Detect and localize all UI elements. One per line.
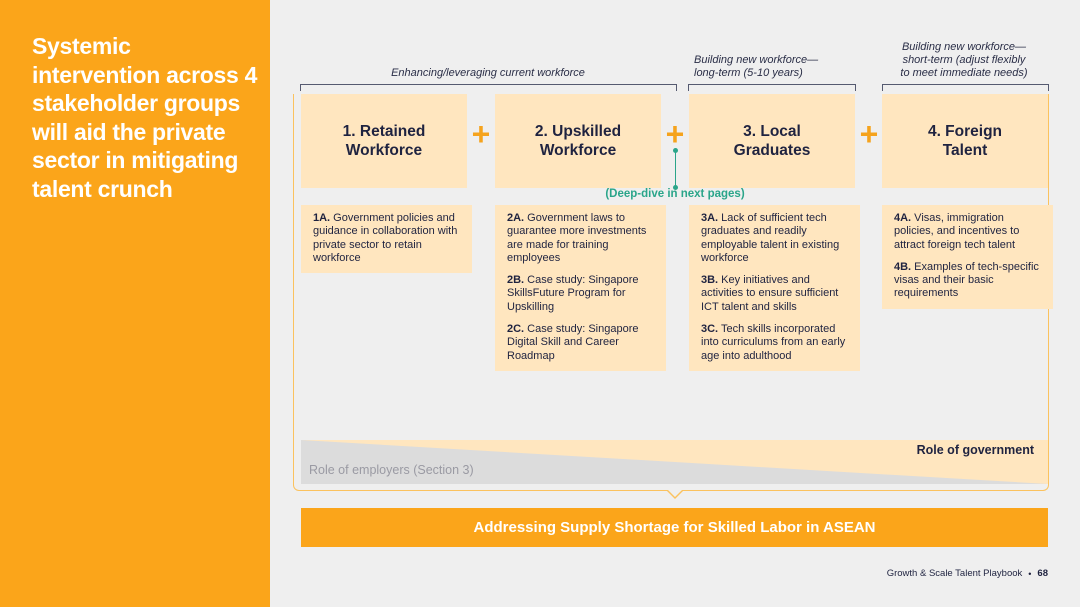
- role-employers-label: Role of employers (Section 3): [309, 463, 474, 477]
- detail-item: 2A. Government laws to guarantee more in…: [507, 212, 659, 265]
- detail-text: Government laws to guarantee more invest…: [507, 212, 647, 264]
- group-title-line2: Graduates: [733, 142, 811, 159]
- bottom-banner: Addressing Supply Shortage for Skilled L…: [301, 508, 1048, 547]
- page-number: 68: [1037, 568, 1048, 579]
- plus-icon: +: [665, 116, 685, 152]
- role-split-band: [301, 440, 1048, 484]
- group-title-line1: 2. Upskilled: [534, 123, 622, 140]
- detail-code: 4A.: [894, 212, 912, 224]
- group-retained-workforce: 1. Retained Workforce: [301, 94, 467, 188]
- bracket-label-short-term: Building new workforce— short-term (adju…: [880, 41, 1048, 80]
- detail-box-foreign: 4A. Visas, immigration policies, and inc…: [882, 205, 1053, 309]
- detail-item: 3C. Tech skills incorporated into curric…: [701, 323, 853, 363]
- role-employers-area: [301, 440, 1048, 484]
- footer: Growth & Scale Talent Playbook • 68: [887, 568, 1048, 579]
- detail-item: 3B. Key initiatives and activities to en…: [701, 274, 853, 314]
- detail-text: Key initiatives and activities to ensure…: [701, 274, 839, 313]
- deep-dive-note: (Deep-dive in next pages): [605, 188, 745, 200]
- detail-item: 3A. Lack of sufficient tech graduates an…: [701, 212, 853, 265]
- connector-dot-icon: [673, 185, 678, 190]
- bracket-long-term-line1: Building new workforce—: [694, 54, 819, 66]
- detail-item: 1A. Government policies and guidance in …: [313, 212, 465, 265]
- detail-code: 2C.: [507, 323, 525, 336]
- detail-item: 4A. Visas, immigration policies, and inc…: [894, 212, 1046, 252]
- group-title-line2: Workforce: [539, 142, 617, 159]
- group-title-line2: Talent: [942, 142, 988, 159]
- group-foreign-talent: 4. Foreign Talent: [882, 94, 1048, 188]
- plus-icon: +: [471, 116, 491, 152]
- connector-dot-icon: [673, 148, 678, 153]
- detail-box-retained: 1A. Government policies and guidance in …: [301, 205, 472, 274]
- plus-icon: +: [859, 116, 879, 152]
- footer-separator: •: [1028, 568, 1032, 579]
- detail-code: 3C.: [701, 323, 719, 336]
- page-title: Systemic intervention across 4 stakehold…: [32, 33, 258, 202]
- bracket-short-term-line3: to meet immediate needs): [900, 67, 1028, 79]
- detail-item: 2B. Case study: Singapore SkillsFuture P…: [507, 274, 659, 314]
- bracket-short-term: [882, 84, 1049, 91]
- group-local-graduates: 3. Local Graduates: [689, 94, 855, 188]
- group-title-line1: 3. Local: [743, 123, 801, 140]
- group-title-line1: 1. Retained: [342, 123, 426, 140]
- bracket-long-term-line2: long-term (5-10 years): [694, 67, 803, 79]
- group-title-line1: 4. Foreign: [927, 123, 1003, 140]
- bracket-long-term: [688, 84, 856, 91]
- detail-code: 4B.: [894, 260, 912, 273]
- detail-text: Case study: Singapore SkillsFuture Progr…: [507, 274, 639, 313]
- frame-pointer-inner: [667, 489, 683, 497]
- bracket-short-term-line2: short-term (adjust flexibly: [902, 54, 1026, 66]
- detail-text: Lack of sufficient tech graduates and re…: [701, 212, 840, 264]
- detail-code: 1A.: [313, 212, 331, 224]
- bracket-current: [300, 84, 677, 91]
- detail-code: 2B.: [507, 274, 525, 287]
- detail-text: Visas, immigration policies, and incenti…: [894, 212, 1020, 251]
- detail-text: Case study: Singapore Digital Skill and …: [507, 323, 639, 362]
- banner-text: Addressing Supply Shortage for Skilled L…: [473, 519, 876, 536]
- detail-box-local-graduates: 3A. Lack of sufficient tech graduates an…: [689, 205, 860, 371]
- role-government-label: Role of government: [916, 443, 1034, 457]
- detail-code: 2A.: [507, 212, 525, 224]
- bracket-label-long-term: Building new workforce— long-term (5-10 …: [688, 54, 860, 80]
- detail-box-upskilled: 2A. Government laws to guarantee more in…: [495, 205, 666, 371]
- group-title-line2: Workforce: [345, 142, 423, 159]
- bracket-short-term-line1: Building new workforce—: [901, 41, 1027, 53]
- detail-code: 3A.: [701, 212, 719, 224]
- bracket-label-current: Enhancing/leveraging current workforce: [391, 67, 585, 79]
- detail-text: Tech skills incorporated into curriculum…: [701, 323, 846, 362]
- detail-text: Government policies and guidance in coll…: [313, 212, 458, 264]
- detail-item: 2C. Case study: Singapore Digital Skill …: [507, 323, 659, 363]
- group-upskilled-workforce: 2. Upskilled Workforce: [495, 94, 661, 188]
- footer-publication: Growth & Scale Talent Playbook: [886, 568, 1023, 579]
- deep-dive-connector: [675, 150, 676, 188]
- detail-text: Examples of tech-specific visas and thei…: [894, 260, 1039, 300]
- detail-item: 4B. Examples of tech-specific visas and …: [894, 261, 1046, 301]
- detail-code: 3B.: [701, 274, 719, 287]
- sidebar-panel: Systemic intervention across 4 stakehold…: [0, 0, 270, 607]
